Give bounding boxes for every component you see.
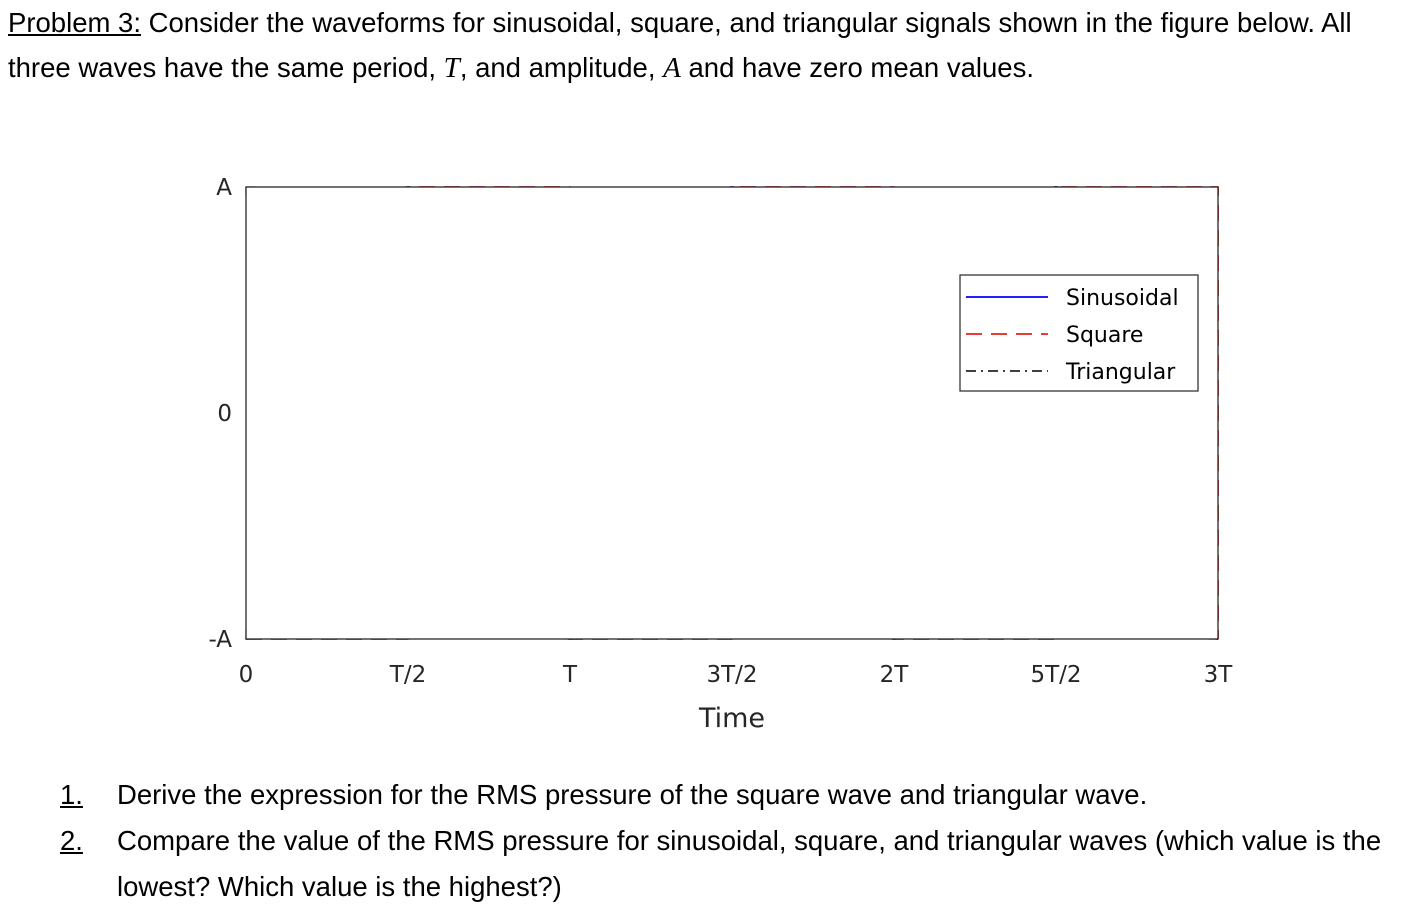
y-tick-label: -A [208, 627, 232, 653]
y-tick-label: A [216, 175, 232, 201]
axes-box [245, 186, 1219, 640]
x-tick-label: T [562, 662, 578, 688]
waveform-chart: 0 T/2 T 3T/2 2T 5T/2 3T A 0 -A Sinusoidal Square Tr… [208, 175, 1233, 734]
plot-background [246, 187, 1218, 639]
question-number: 1. [60, 779, 83, 810]
legend-label-square: Square [1066, 323, 1143, 348]
y-tick-label: 0 [217, 401, 232, 427]
question-item: 2. Compare the value of the RMS pressure… [60, 818, 1400, 910]
question-item: 1. Derive the expression for the RMS pre… [60, 772, 1400, 818]
legend: Sinusoidal Square Triangular [959, 274, 1199, 392]
question-number: 2. [60, 825, 83, 856]
legend-label-triangular: Triangular [1065, 360, 1176, 385]
problem-statement: Problem 3: Consider the waveforms for si… [8, 0, 1403, 91]
legend-box [959, 274, 1199, 392]
problem-text-1: Consider the waveforms for sinusoidal, s… [8, 7, 1352, 83]
x-tick-label: 2T [880, 662, 910, 688]
x-tick-label: T/2 [389, 662, 426, 688]
plot-area [245, 186, 1219, 640]
problem-text-2: , and amplitude, [459, 52, 664, 83]
question-text: Derive the expression for the RMS pressu… [117, 779, 1148, 810]
question-text: Compare the value of the RMS pressure fo… [117, 825, 1382, 902]
period-variable: T [443, 52, 460, 84]
amplitude-variable: A [663, 52, 681, 84]
axis-labels: Time [698, 703, 765, 734]
question-list: 1. Derive the expression for the RMS pre… [60, 772, 1400, 910]
problem-label: Problem 3: [8, 7, 141, 38]
x-tick-label: 3T [1204, 662, 1234, 688]
x-tick-label: 3T/2 [706, 662, 757, 688]
x-tick-label: 5T/2 [1030, 662, 1081, 688]
x-axis-label: Time [698, 703, 765, 734]
legend-label-sinusoidal: Sinusoidal [1066, 286, 1179, 311]
x-tick-label: 0 [239, 662, 254, 688]
problem-text-3: and have zero mean values. [680, 52, 1034, 83]
axis-ticks: 0 T/2 T 3T/2 2T 5T/2 3T A 0 -A [208, 175, 1233, 688]
